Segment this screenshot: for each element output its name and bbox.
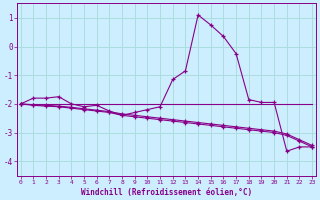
X-axis label: Windchill (Refroidissement éolien,°C): Windchill (Refroidissement éolien,°C)	[81, 188, 252, 197]
